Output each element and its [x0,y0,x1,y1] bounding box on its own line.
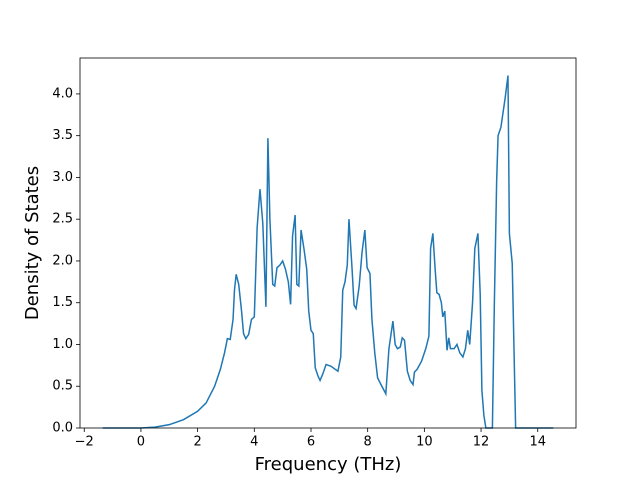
y-tick-label: 0.0 [52,421,73,436]
x-tick-label: 4 [250,435,258,450]
x-tick-label: 14 [529,435,546,450]
y-axis-label: Density of States [22,166,43,320]
plot-frame [79,57,577,429]
data-line [102,75,554,429]
y-tick-label: 3.5 [52,128,73,143]
x-tick-label: 0 [137,435,145,450]
x-tick-label: 10 [416,435,433,450]
y-tick-label: 0.5 [52,379,73,394]
x-tick-label: −2 [75,435,94,450]
y-tick-label: 1.5 [52,295,73,310]
y-tick-label: 3.0 [52,170,73,185]
y-tick-label: 2.5 [52,212,73,227]
y-tick-label: 2.0 [52,253,73,268]
x-tick-label: 8 [364,435,372,450]
y-tick-label: 4.0 [52,86,73,101]
x-tick-label: 2 [193,435,201,450]
y-tick-label: 1.0 [52,337,73,352]
x-tick-label: 6 [307,435,315,450]
x-axis-label: Frequency (THz) [255,454,402,475]
x-tick-label: 12 [473,435,490,450]
